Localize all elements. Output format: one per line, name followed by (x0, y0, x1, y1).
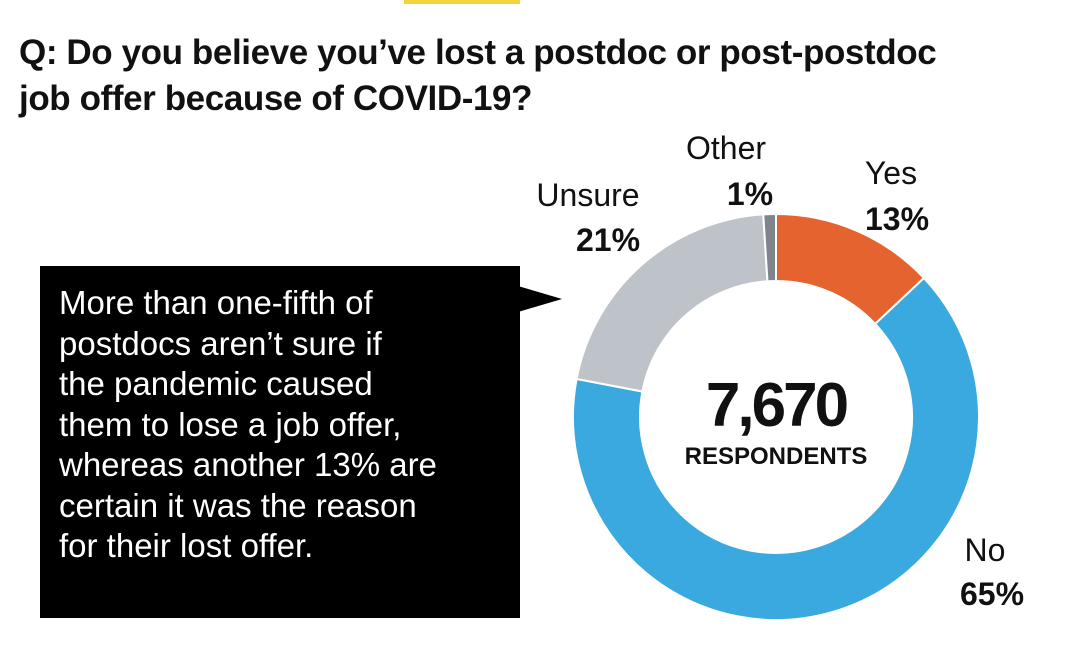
center-total: 7,670 (706, 371, 847, 440)
donut-slice-other (762, 212, 777, 283)
slice-label-unsure: Unsure (536, 177, 639, 213)
donut-slices (572, 212, 981, 621)
slice-label-yes: Yes (865, 155, 917, 191)
chart-title: Q: Do you believe you’ve lost a postdoc … (19, 30, 1059, 122)
slice-value-no: 65% (960, 576, 1024, 612)
slice-value-yes: 13% (865, 201, 929, 237)
center-label: RESPONDENTS (685, 443, 868, 470)
top-accent-bar (404, 0, 520, 4)
slice-value-unsure: 21% (576, 222, 640, 258)
slice-label-other: Other (686, 130, 766, 166)
callout-text: More than one-fifth of postdocs aren’t s… (59, 284, 437, 564)
donut-slice-no (572, 276, 981, 621)
chart-title-line-1: Q: Do you believe you’ve lost a postdoc … (19, 33, 937, 72)
slice-value-other: 1% (727, 176, 773, 212)
callout-pointer (518, 286, 562, 312)
slice-label-no: No (965, 532, 1006, 568)
chart-title-line-2: job offer because of COVID-19? (19, 79, 533, 118)
callout-box: More than one-fifth of postdocs aren’t s… (40, 266, 520, 618)
